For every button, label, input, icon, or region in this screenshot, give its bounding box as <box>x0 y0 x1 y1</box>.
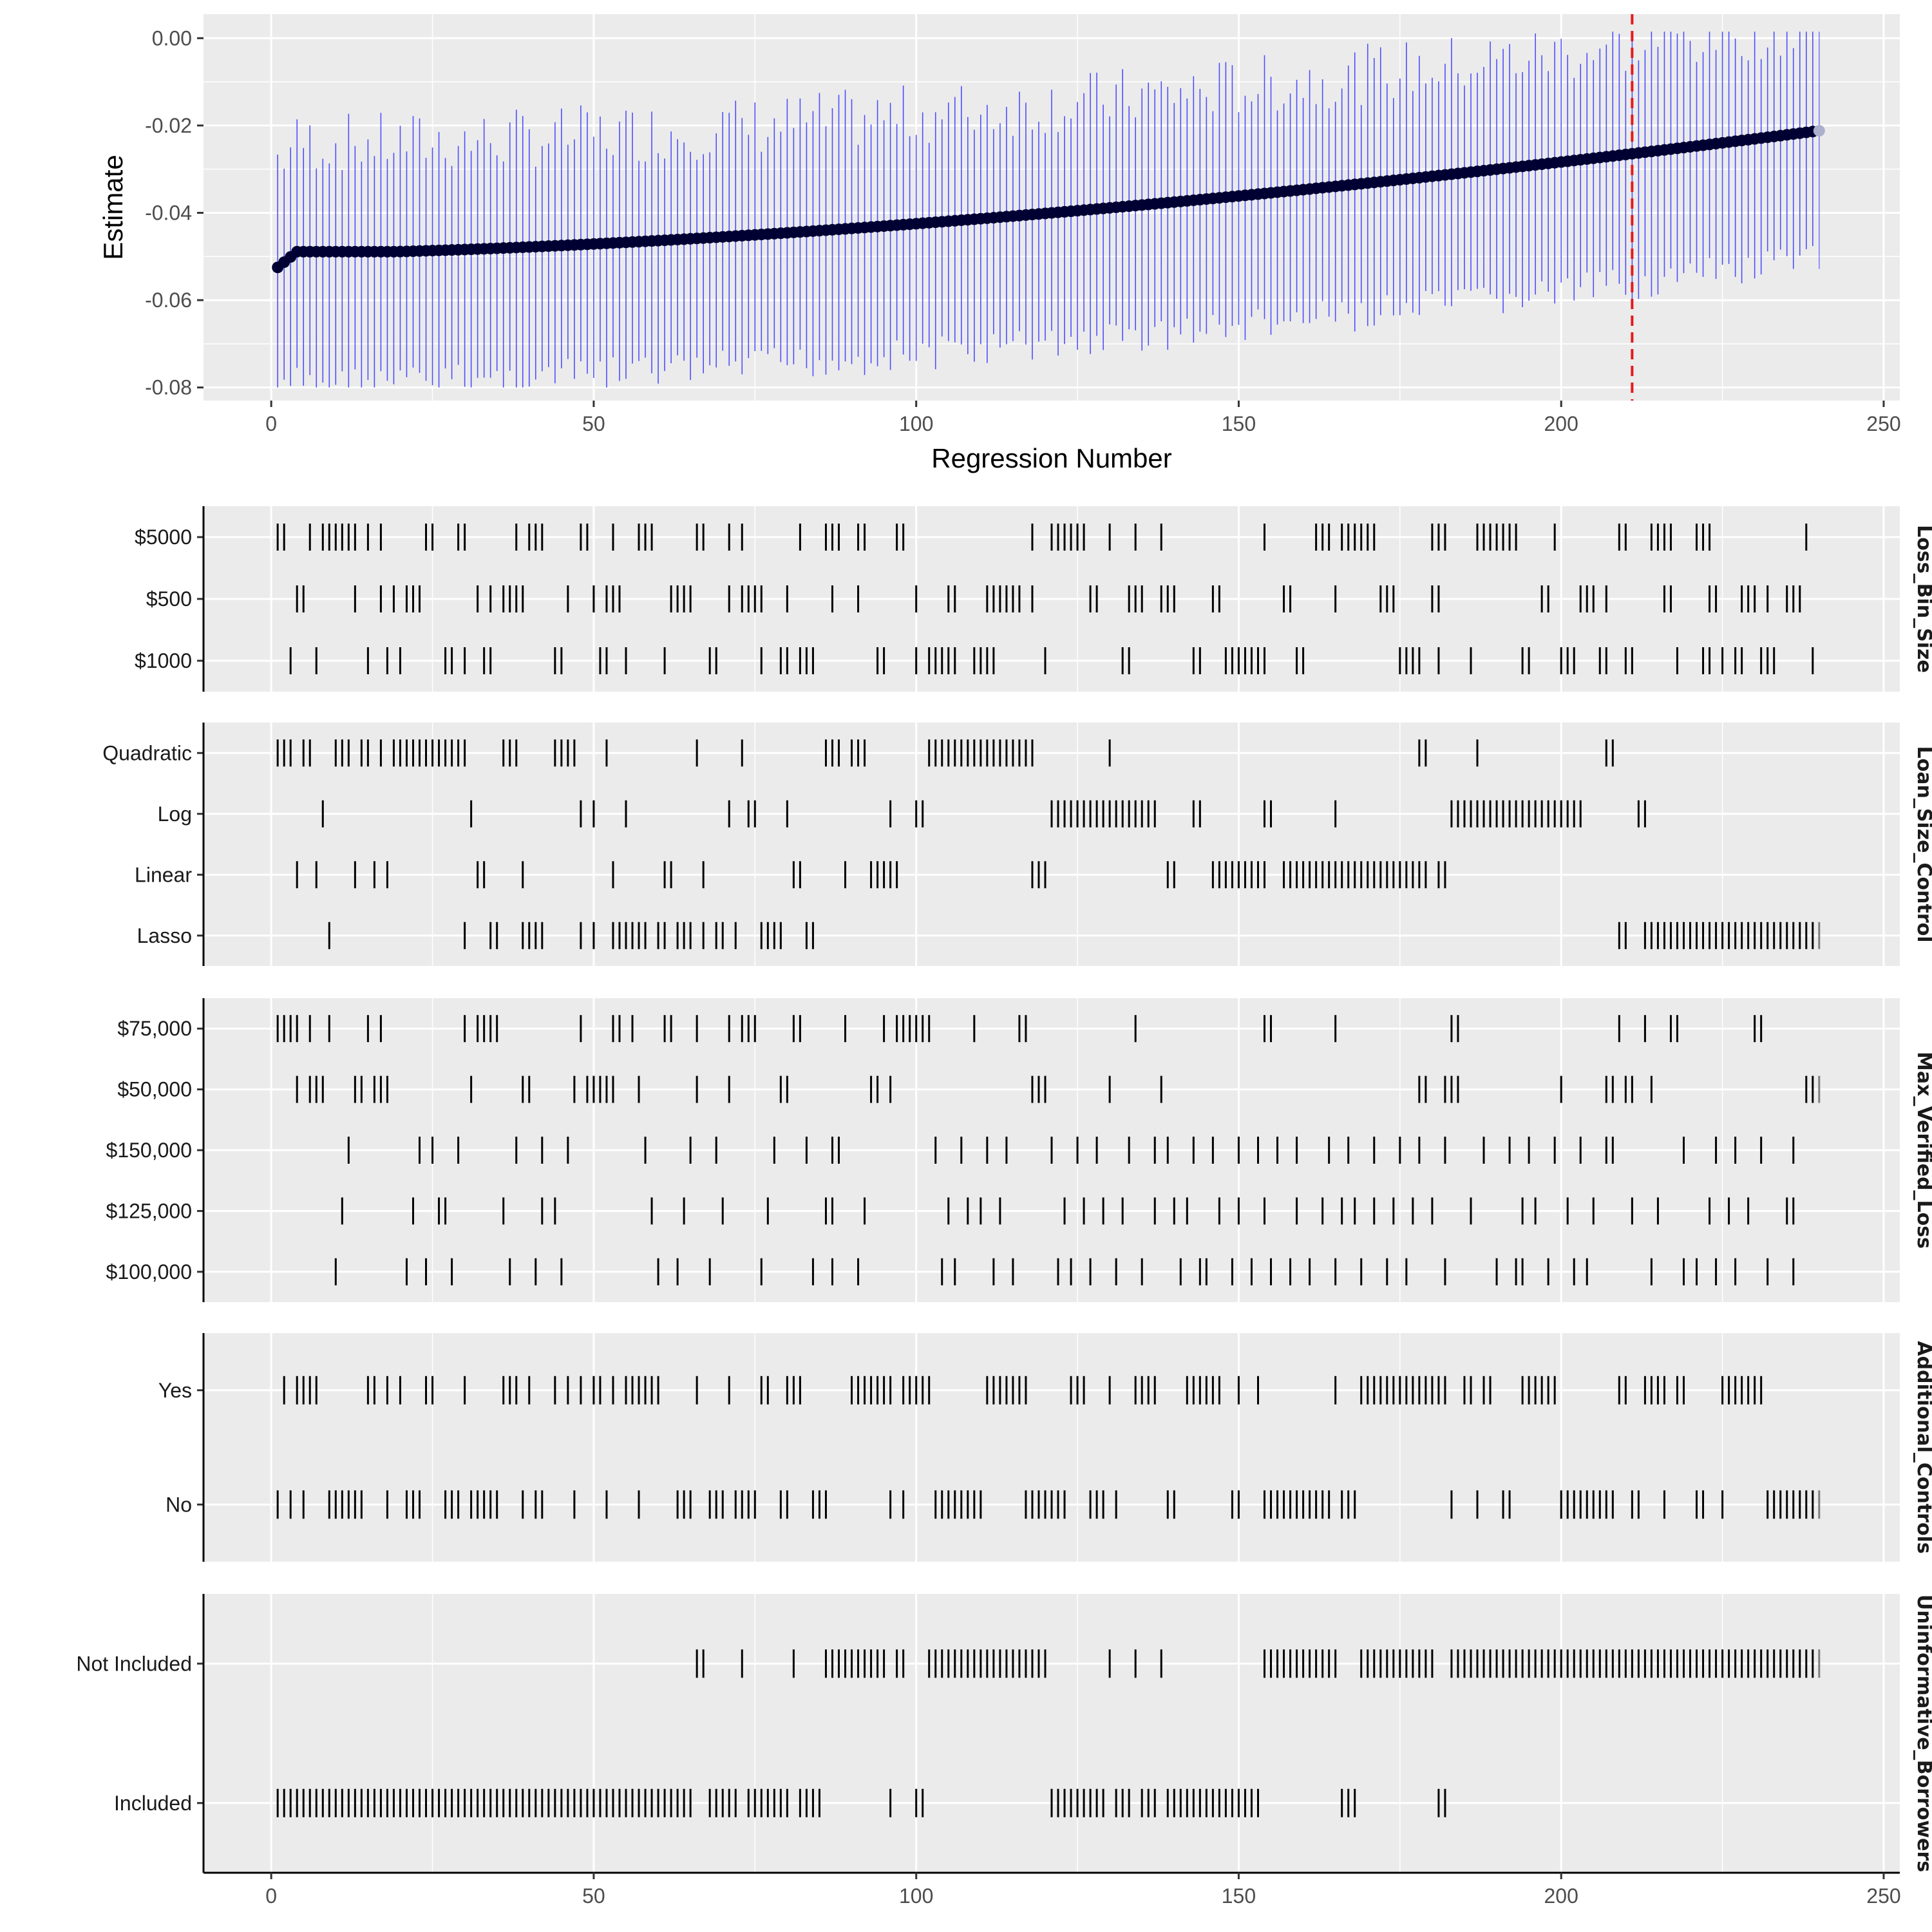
spec-panel-additional-controls: Yes No Additional_Controls <box>158 1333 1932 1562</box>
row-marks <box>276 1015 1763 1043</box>
row-marks <box>321 800 1646 828</box>
x-tick-label: 50 <box>582 1884 605 1908</box>
x-axis-title: Regression Number <box>931 443 1172 473</box>
y-tick-label: -0.08 <box>145 376 192 399</box>
spec-panel-uninformative-borrowers: Not Included Included Uninformative_Borrow… <box>76 1594 1932 1873</box>
x-tick-label: 250 <box>1866 412 1900 435</box>
spec-panel-loan-size-control: Quadratic Log Linear Lasso Loan_Size_Control <box>102 723 1932 966</box>
row-label: Lasso <box>137 924 192 947</box>
row-label: $5000 <box>135 526 192 549</box>
row-marks <box>341 1197 1795 1225</box>
row-marks <box>276 739 1614 767</box>
row-marks <box>328 922 1821 949</box>
estimate-point <box>1813 125 1825 137</box>
x-tick-label: 100 <box>899 412 933 435</box>
x-tick-label: 0 <box>265 1884 277 1908</box>
row-label: No <box>166 1493 192 1516</box>
strip-label: Max_Verified_Loss <box>1913 1052 1932 1249</box>
row-label: $100,000 <box>106 1260 192 1283</box>
spec-panel-background <box>204 723 1900 966</box>
spec-panel-background <box>204 1594 1900 1873</box>
row-label: Included <box>114 1792 192 1815</box>
y-axis-title: Estimate <box>98 155 128 260</box>
row-label: Linear <box>135 863 192 886</box>
strip-label: Loan_Size_Control <box>1913 746 1932 942</box>
row-marks <box>296 861 1446 889</box>
x-tick-label: 200 <box>1544 1884 1578 1908</box>
y-tick-label: 0.00 <box>152 26 192 50</box>
x-tick-label: 0 <box>265 412 277 435</box>
row-label: $150,000 <box>106 1139 192 1162</box>
row-label: Not Included <box>76 1652 192 1675</box>
row-marks <box>276 524 1808 551</box>
x-tick-label: 150 <box>1222 412 1256 435</box>
estimate-points <box>272 125 1825 274</box>
row-label: Quadratic <box>102 741 192 764</box>
row-marks <box>276 1490 1821 1519</box>
row-label: Yes <box>158 1379 192 1402</box>
x-tick-label: 100 <box>899 1884 933 1908</box>
row-label: $50,000 <box>117 1078 192 1101</box>
bottom-x-axis: 0 50 100 150 200 250 <box>204 1871 1901 1908</box>
estimate-panel: 0.00 -0.02 -0.04 -0.06 -0.08 0 50 100 150 200 250 R… <box>98 14 1901 473</box>
y-tick-label: -0.04 <box>145 201 192 224</box>
row-label: Log <box>158 802 192 826</box>
row-marks <box>283 1376 1763 1405</box>
row-label: $500 <box>146 587 192 611</box>
y-tick-label: -0.02 <box>145 114 192 137</box>
strip-label: Uninformative_Borrowers <box>1913 1595 1932 1872</box>
row-label: $125,000 <box>106 1199 192 1222</box>
row-marks <box>296 1075 1821 1103</box>
row-marks <box>347 1137 1795 1164</box>
spec-panel-max-verified-loss: $75,000 $50,000 $150,000 $125,000 $100,000 Ma… <box>106 998 1932 1302</box>
strip-label: Additional_Controls <box>1913 1341 1932 1553</box>
row-marks <box>696 1649 1821 1678</box>
row-marks <box>289 647 1814 674</box>
spec-panel-loss-bin-size: $5000 $500 $1000 Loss_Bin_Size <box>135 506 1932 692</box>
row-label: $1000 <box>135 649 192 672</box>
x-tick-label: 50 <box>582 412 605 435</box>
strip-label: Loss_Bin_Size <box>1913 525 1932 673</box>
row-label: $75,000 <box>117 1017 192 1040</box>
y-tick-label: -0.06 <box>145 289 192 312</box>
x-tick-label: 200 <box>1544 412 1578 435</box>
row-marks <box>276 1788 1446 1817</box>
x-tick-label: 250 <box>1866 1884 1900 1908</box>
x-tick-label: 150 <box>1222 1884 1256 1908</box>
row-marks <box>334 1258 1795 1285</box>
row-marks <box>296 585 1801 612</box>
spec-panel-background <box>204 1333 1900 1562</box>
